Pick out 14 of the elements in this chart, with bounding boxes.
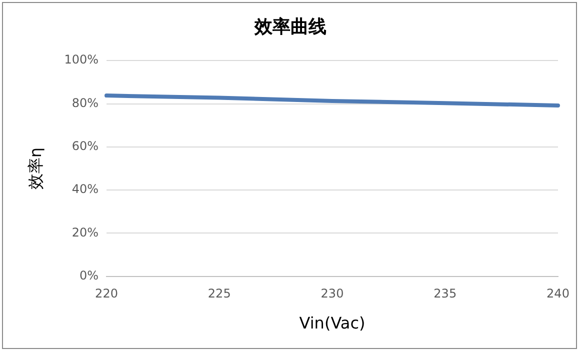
x-tick-label: 235 — [434, 286, 457, 301]
y-tick-label: 60% — [72, 139, 99, 154]
y-tick-label: 40% — [72, 182, 99, 196]
y-tick-label: 20% — [72, 225, 99, 240]
x-tick-label: 225 — [208, 286, 231, 301]
y-tick-label: 100% — [64, 52, 99, 67]
x-tick-label: 230 — [320, 286, 344, 301]
x-tick-label: 240 — [546, 286, 570, 301]
x-axis-title: Vin(Vac) — [299, 314, 366, 333]
y-tick-label: 80% — [72, 96, 99, 110]
x-tick-label: 220 — [95, 286, 118, 301]
chart-title: 效率曲线 — [254, 16, 326, 38]
y-tick-label: 0% — [79, 268, 99, 283]
y-axis-title: 效率η — [26, 147, 45, 190]
